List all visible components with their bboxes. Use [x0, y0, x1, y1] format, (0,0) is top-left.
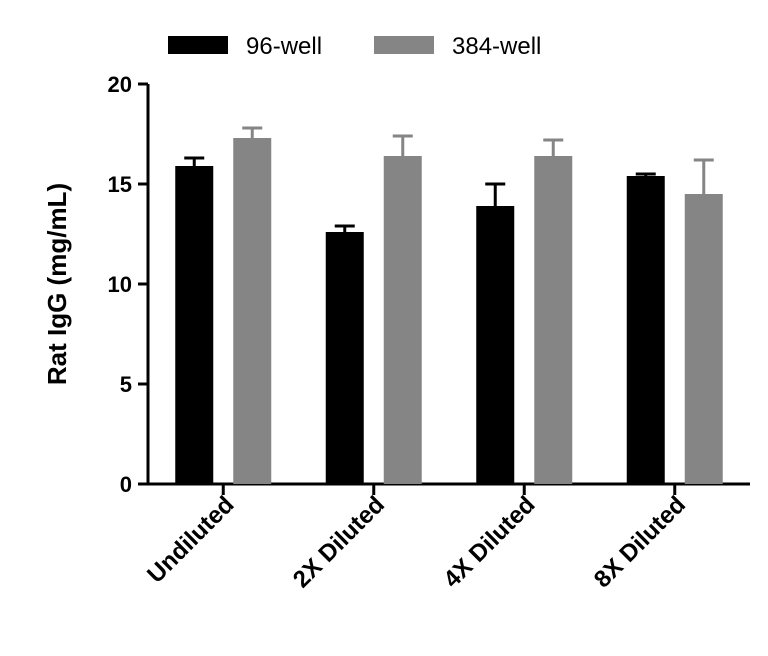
bar-384-well-8x-diluted	[684, 194, 723, 484]
y-tick-label: 0	[120, 472, 132, 497]
y-tick-label: 5	[120, 372, 132, 397]
bar-384-well-2x-diluted	[383, 156, 422, 484]
bar-96-well-2x-diluted	[325, 232, 364, 484]
bar-384-well-undiluted	[233, 138, 272, 484]
plot-area: 0 5 10 15 20 Undiluted 2X Diluted 4X Diluted 8X …	[108, 72, 750, 593]
x-tick-label-8x-diluted: 8X Diluted	[589, 491, 691, 593]
legend-label-384-well: 384-well	[452, 33, 541, 60]
bar-96-well-8x-diluted	[626, 176, 665, 484]
y-axis-title: Rat IgG (mg/mL)	[42, 183, 72, 385]
bar-384-well-4x-diluted	[534, 156, 573, 484]
legend: 96-well 384-well	[168, 33, 541, 60]
y-tick-label: 15	[108, 172, 132, 197]
x-tick-label-2x-diluted: 2X Diluted	[288, 491, 390, 593]
y-tick-label: 20	[108, 72, 132, 97]
legend-swatch-384-well	[374, 36, 434, 54]
legend-swatch-96-well	[168, 36, 228, 54]
bar-96-well-4x-diluted	[476, 206, 515, 484]
x-tick-label-undiluted: Undiluted	[142, 491, 239, 588]
bar-96-well-undiluted	[175, 166, 214, 484]
y-tick-label: 10	[108, 272, 132, 297]
x-tick-label-4x-diluted: 4X Diluted	[438, 491, 540, 593]
legend-label-96-well: 96-well	[246, 33, 322, 60]
